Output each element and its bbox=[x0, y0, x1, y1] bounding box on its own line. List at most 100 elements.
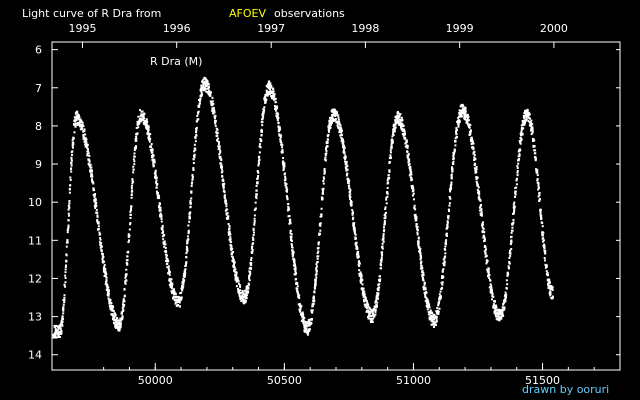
observation-point bbox=[357, 263, 360, 266]
observation-point bbox=[182, 280, 185, 283]
observation-point bbox=[394, 119, 397, 122]
observation-point bbox=[248, 274, 251, 277]
observation-point bbox=[437, 313, 440, 316]
observation-point bbox=[527, 119, 530, 122]
observation-point bbox=[307, 328, 310, 331]
observation-point bbox=[523, 123, 526, 126]
observation-point bbox=[231, 252, 234, 255]
observation-point bbox=[248, 277, 251, 280]
observation-point bbox=[320, 215, 323, 218]
credit-label: drawn by ooruri bbox=[522, 383, 609, 396]
observation-point bbox=[277, 117, 280, 120]
observation-point bbox=[383, 228, 386, 231]
observation-point bbox=[394, 123, 397, 126]
observation-point bbox=[490, 284, 493, 287]
observation-point bbox=[164, 243, 167, 246]
observation-point bbox=[531, 130, 534, 133]
observation-point bbox=[165, 250, 168, 253]
observation-point bbox=[348, 187, 351, 190]
observation-point bbox=[334, 113, 337, 116]
observation-point bbox=[229, 239, 232, 242]
observation-point bbox=[330, 123, 333, 126]
observation-point bbox=[361, 283, 364, 286]
observation-point bbox=[353, 232, 356, 235]
observation-point bbox=[133, 160, 136, 163]
observation-point bbox=[520, 130, 523, 133]
observation-point bbox=[300, 312, 303, 315]
observation-point bbox=[289, 218, 292, 221]
observation-point bbox=[537, 195, 540, 198]
observation-point bbox=[501, 309, 504, 312]
observation-point bbox=[446, 221, 449, 224]
observation-point bbox=[445, 235, 448, 238]
observation-point bbox=[367, 314, 370, 317]
observation-point bbox=[308, 324, 311, 327]
observation-point bbox=[263, 106, 266, 109]
observation-point bbox=[534, 159, 537, 162]
observation-point bbox=[252, 229, 255, 232]
observation-point bbox=[466, 117, 469, 120]
observation-point bbox=[116, 317, 119, 320]
observation-point bbox=[380, 267, 383, 270]
observation-point bbox=[452, 162, 455, 165]
observation-point bbox=[489, 283, 492, 286]
observation-point bbox=[127, 233, 130, 236]
observation-point bbox=[433, 318, 436, 321]
observation-point bbox=[401, 118, 404, 121]
observation-point bbox=[312, 297, 315, 300]
observation-point bbox=[195, 134, 198, 137]
observation-point bbox=[202, 85, 205, 88]
observation-point bbox=[502, 314, 505, 317]
observation-point bbox=[183, 279, 186, 282]
observation-point bbox=[290, 233, 293, 236]
observation-point bbox=[97, 225, 100, 228]
observation-point bbox=[114, 313, 117, 316]
observation-point bbox=[231, 248, 234, 251]
observation-point bbox=[99, 233, 102, 236]
observation-point bbox=[281, 146, 284, 149]
observation-point bbox=[317, 250, 320, 253]
observation-point bbox=[210, 104, 213, 107]
observation-point bbox=[323, 169, 326, 172]
observation-point bbox=[138, 121, 141, 124]
observation-point bbox=[233, 266, 236, 269]
observation-point bbox=[490, 286, 493, 289]
observation-point bbox=[84, 137, 87, 140]
observation-point bbox=[73, 131, 76, 134]
observation-point bbox=[222, 185, 225, 188]
observation-point bbox=[313, 285, 316, 288]
observation-point bbox=[354, 236, 357, 239]
observation-point bbox=[203, 87, 206, 90]
observation-point bbox=[273, 95, 276, 98]
observation-point bbox=[491, 291, 494, 294]
observation-point bbox=[199, 97, 202, 100]
observation-point bbox=[534, 149, 537, 152]
observation-point bbox=[483, 231, 486, 234]
observation-point bbox=[466, 121, 469, 124]
observation-point bbox=[172, 295, 175, 298]
observation-point bbox=[531, 127, 534, 130]
observation-point bbox=[424, 296, 427, 299]
observation-point bbox=[351, 213, 354, 216]
observation-point bbox=[340, 127, 343, 130]
observation-point bbox=[450, 186, 453, 189]
observation-point bbox=[228, 230, 231, 233]
observation-point bbox=[335, 111, 338, 114]
observation-point bbox=[278, 133, 281, 136]
observation-point bbox=[91, 170, 94, 173]
observation-point bbox=[67, 224, 70, 227]
observation-point bbox=[82, 135, 85, 138]
observation-point bbox=[287, 207, 290, 210]
observation-point bbox=[386, 192, 389, 195]
observation-point bbox=[406, 146, 409, 149]
observation-point bbox=[232, 264, 235, 267]
observation-point bbox=[334, 115, 337, 118]
observation-point bbox=[316, 257, 319, 260]
observation-point bbox=[461, 109, 464, 112]
observation-point bbox=[191, 178, 194, 181]
observation-point bbox=[86, 143, 89, 146]
observation-point bbox=[63, 296, 66, 299]
observation-point bbox=[363, 290, 366, 293]
observation-point bbox=[103, 260, 106, 263]
observation-point bbox=[250, 262, 253, 265]
